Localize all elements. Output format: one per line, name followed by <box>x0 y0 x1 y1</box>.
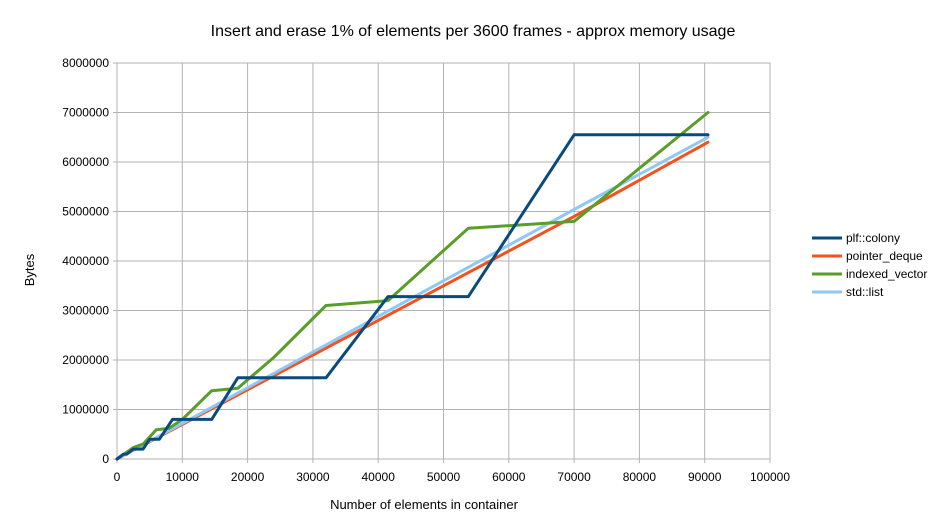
series-line-plf-colony <box>115 133 710 461</box>
grid-lines <box>113 62 771 463</box>
legend-label-std-list: std::list <box>846 285 884 299</box>
x-tick-label: 80000 <box>623 470 657 484</box>
legend-label-pointer-deque: pointer_deque <box>846 249 923 263</box>
x-tick-label: 20000 <box>231 470 265 484</box>
legend: plf::colonypointer_dequeindexed_vectorst… <box>812 231 927 299</box>
y-tick-label: 0 <box>102 452 109 466</box>
y-tick-label: 6000000 <box>62 155 109 169</box>
y-axis-label: Bytes <box>22 253 37 286</box>
x-tick-label: 30000 <box>296 470 330 484</box>
y-tick-label: 3000000 <box>62 304 109 318</box>
x-tick-label: 90000 <box>688 470 722 484</box>
x-tick-label: 60000 <box>492 470 526 484</box>
y-tick-label: 4000000 <box>62 254 109 268</box>
x-tick-label: 40000 <box>362 470 396 484</box>
y-tick-label: 1000000 <box>62 403 109 417</box>
chart-title: Insert and erase 1% of elements per 3600… <box>211 23 736 40</box>
y-axis-ticks: 0 1000000 2000000 3000000 4000000 5000000 6000… <box>62 56 109 466</box>
series-line-indexed-vector <box>115 111 710 461</box>
x-tick-label: 100000 <box>750 470 790 484</box>
y-tick-label: 8000000 <box>62 56 109 70</box>
legend-label-indexed-vector: indexed_vector <box>846 267 927 281</box>
y-tick-label: 5000000 <box>62 205 109 219</box>
series-lines <box>115 111 710 461</box>
x-tick-label: 70000 <box>557 470 591 484</box>
legend-label-plf-colony: plf::colony <box>846 231 900 245</box>
y-tick-label: 7000000 <box>62 106 109 120</box>
x-tick-label: 50000 <box>427 470 461 484</box>
x-axis-ticks: 0 10000 20000 30000 40000 50000 60000 70000 8000… <box>114 470 791 484</box>
x-axis-label: Number of elements in container <box>330 497 519 512</box>
x-tick-label: 10000 <box>166 470 200 484</box>
y-tick-label: 2000000 <box>62 353 109 367</box>
x-tick-label: 0 <box>114 470 121 484</box>
